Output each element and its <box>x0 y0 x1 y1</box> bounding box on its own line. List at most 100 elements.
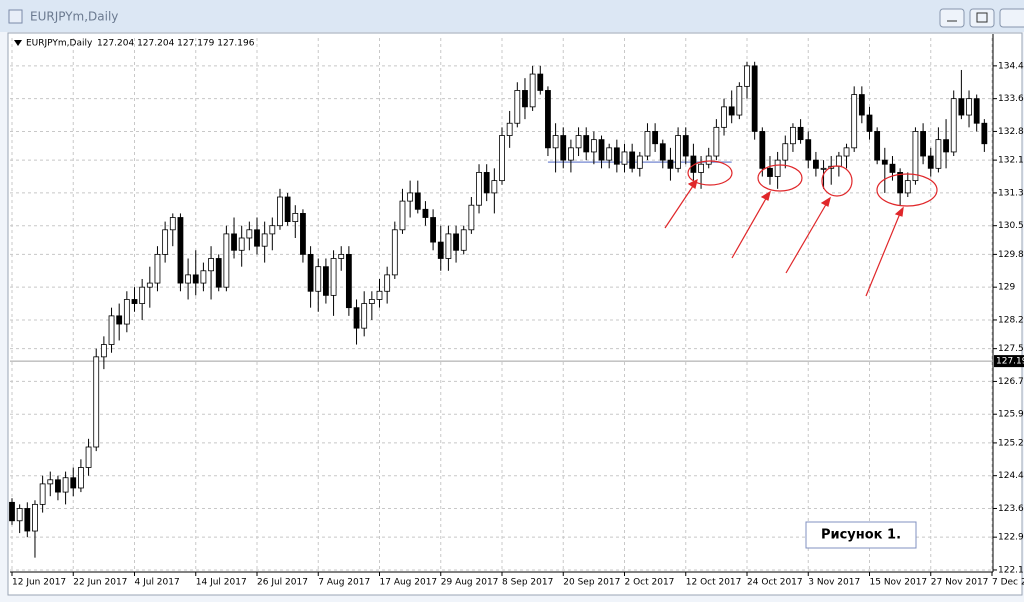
x-tick-label: 29 Aug 2017 <box>441 578 499 588</box>
candle-body <box>514 90 521 124</box>
candle-body <box>943 139 949 153</box>
candle-body <box>24 508 31 532</box>
y-tick-label: 127.5 <box>998 344 1024 354</box>
candle-body <box>139 286 146 304</box>
candle-body <box>445 233 452 259</box>
candle-body <box>292 213 299 223</box>
candle-body <box>820 167 827 170</box>
candle-body <box>636 155 643 169</box>
candle-body <box>927 155 934 169</box>
candle-body <box>277 196 283 227</box>
close-button[interactable] <box>999 8 1024 28</box>
candle-body <box>491 180 498 194</box>
y-tick-label: 132.8 <box>998 127 1024 137</box>
candle-body <box>246 229 253 239</box>
x-tick-label: 4 Jul 2017 <box>135 578 180 588</box>
arrow <box>664 182 696 229</box>
candle-body <box>568 147 574 161</box>
y-tick-label: 128.2 <box>998 315 1024 325</box>
candle-body <box>208 258 214 272</box>
y-tick-label: 124.4 <box>998 471 1024 481</box>
x-tick-label: 12 Oct 2017 <box>686 578 742 588</box>
candle-body <box>499 135 505 182</box>
candle-body <box>751 65 758 132</box>
candle-body <box>430 217 436 243</box>
x-tick-label: 24 Oct 2017 <box>747 578 803 588</box>
candle-body <box>284 196 291 223</box>
chart-title: EURJPYm,Daily <box>26 39 93 49</box>
candle-body <box>315 266 322 292</box>
candle-body <box>966 98 972 116</box>
candle-body <box>254 229 260 247</box>
candle-body <box>858 94 865 116</box>
candle-body <box>361 303 368 329</box>
candle-body <box>422 208 429 218</box>
candle-body <box>384 274 391 292</box>
arrow <box>865 210 902 297</box>
candle-body <box>652 131 659 145</box>
candle-body <box>368 299 375 304</box>
candle-body <box>414 192 421 210</box>
candle-body <box>958 98 965 116</box>
candle-body <box>376 290 383 300</box>
candle-body <box>774 159 781 177</box>
candle-body <box>483 172 490 194</box>
candle-body <box>545 90 551 149</box>
annotations <box>664 160 938 297</box>
candle-body <box>950 98 957 153</box>
candle-body <box>973 98 980 124</box>
candle-body <box>744 65 750 87</box>
candle-body <box>713 126 720 157</box>
candle-body <box>460 229 467 251</box>
candle-body <box>9 501 15 522</box>
arrow-heads <box>687 178 904 217</box>
circle <box>821 165 853 197</box>
candle-body <box>889 163 896 173</box>
candle-body <box>177 217 184 284</box>
window-title: EURJPYm,Daily <box>30 10 118 24</box>
candle-body <box>790 126 796 145</box>
x-tick-label: 20 Sep 2017 <box>563 578 620 588</box>
candle-body <box>843 147 850 157</box>
candle-body <box>805 139 812 161</box>
candle-body <box>613 147 620 165</box>
candle-body <box>162 229 169 255</box>
x-tick-label: 22 Jun 2017 <box>73 578 127 588</box>
candle-body <box>904 180 911 194</box>
candle-body <box>866 114 873 132</box>
candle-body <box>269 225 276 235</box>
candle-body <box>169 217 176 231</box>
x-tick-label: 2 Oct 2017 <box>625 578 675 588</box>
minimize-button[interactable] <box>939 8 965 28</box>
maximize-button[interactable] <box>969 8 995 28</box>
x-tick-label: 7 Aug 2017 <box>318 578 370 588</box>
y-tick-label: 134.4 <box>998 61 1024 71</box>
candle-body <box>590 139 597 153</box>
candle-body <box>185 274 191 284</box>
candle-body <box>93 356 100 448</box>
candle-body <box>437 241 444 259</box>
candle-body <box>667 159 674 169</box>
candle-body <box>675 135 681 169</box>
candle-body <box>705 155 712 165</box>
candle-body <box>537 73 544 91</box>
x-tick-label: 8 Sep 2017 <box>502 578 553 588</box>
window-icon <box>8 9 23 24</box>
candle-body <box>935 139 942 169</box>
candle-body <box>767 167 773 177</box>
candle-body <box>721 106 727 128</box>
candle-body <box>192 274 199 284</box>
candle-body <box>560 135 567 161</box>
candle-body <box>728 106 735 116</box>
candle-body <box>70 477 77 489</box>
y-tick-label: 122.1 <box>998 565 1024 575</box>
arrow <box>731 194 769 259</box>
candle-body <box>261 233 268 247</box>
y-tick-label: 131.3 <box>998 188 1024 198</box>
candle-body <box>606 147 613 161</box>
candle-body <box>874 131 881 161</box>
candle-body <box>131 299 138 304</box>
candle-body <box>391 229 398 276</box>
candle-body <box>682 135 689 157</box>
